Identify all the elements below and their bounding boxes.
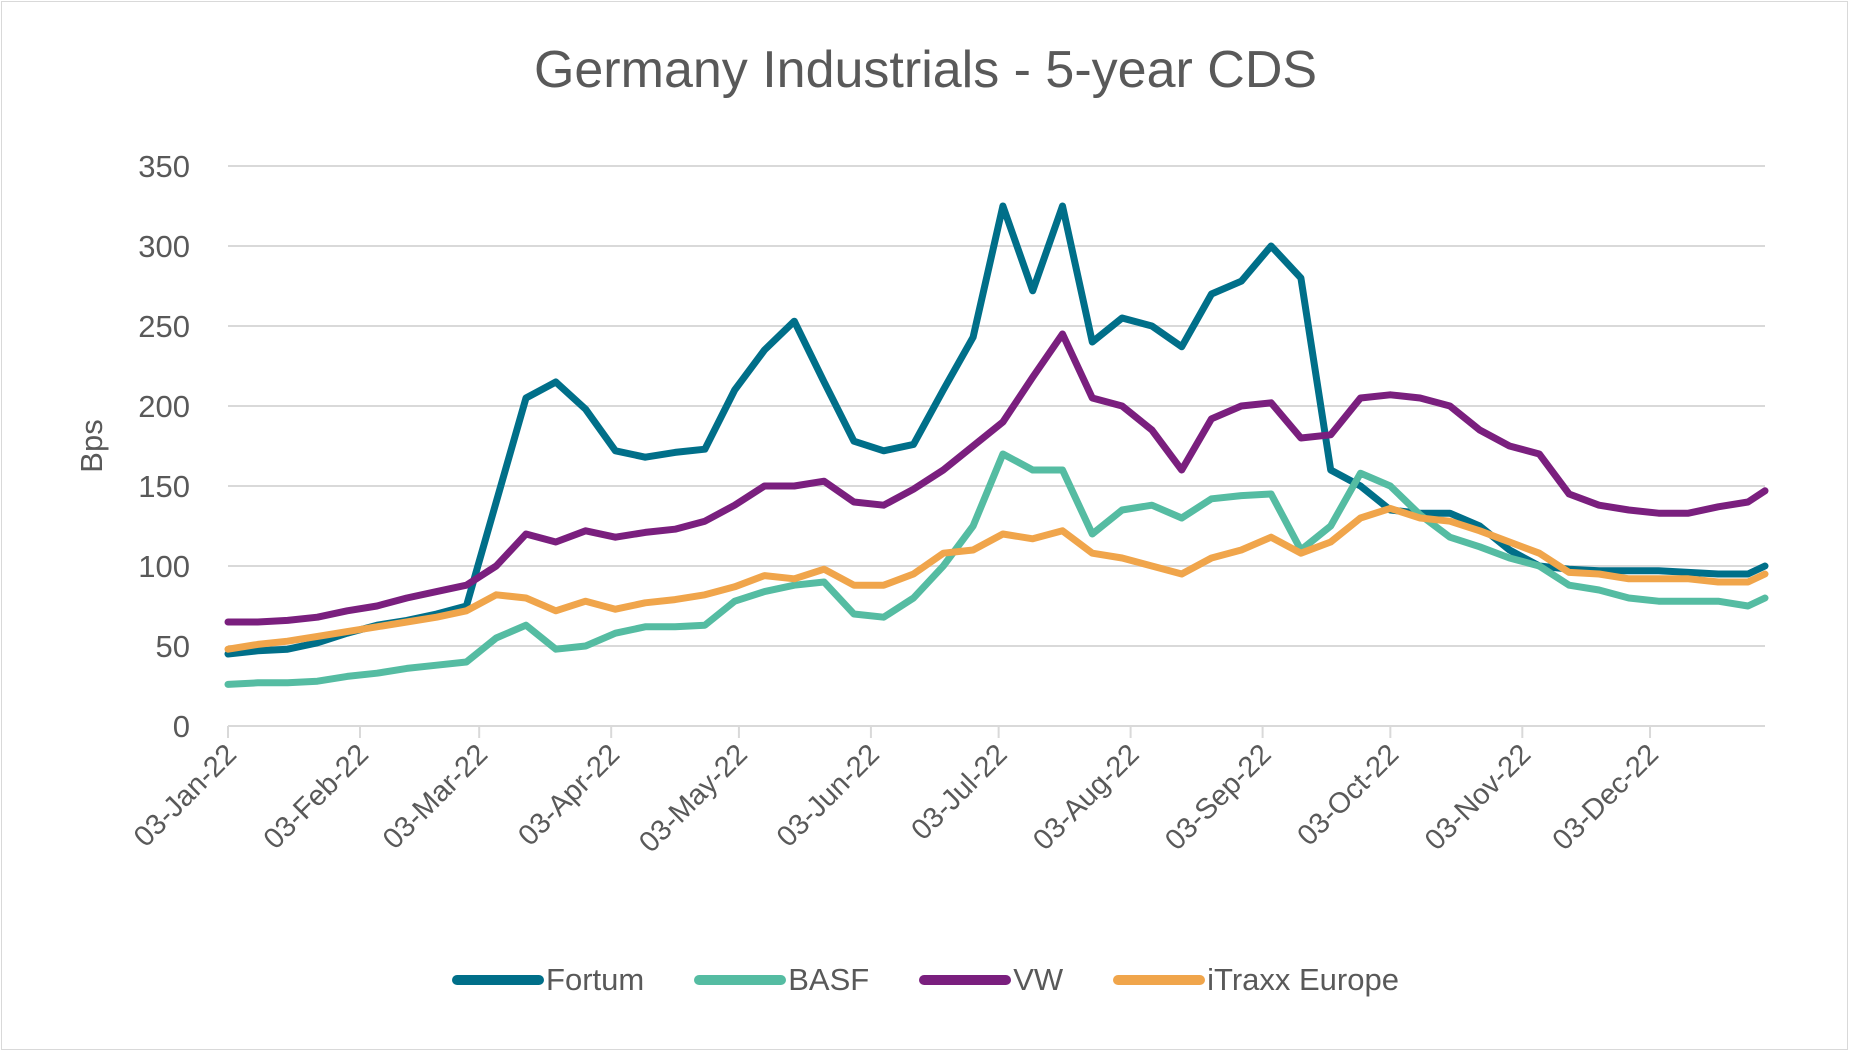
legend-item-basf: BASF	[694, 962, 869, 998]
y-tick-label: 250	[138, 309, 190, 344]
series-line-basf	[224, 450, 1769, 688]
legend-swatch	[452, 975, 545, 985]
y-tick-label: 0	[173, 709, 190, 744]
legend-item-fortum: Fortum	[452, 962, 644, 998]
x-tick-label: 03-Nov-22	[1419, 738, 1537, 856]
x-tick-label: 03-Oct-22	[1291, 738, 1405, 852]
y-tick-label: 100	[138, 549, 190, 584]
x-tick-label: 03-Jun-22	[771, 738, 886, 853]
x-tick-label: 03-Apr-22	[512, 738, 626, 852]
series-line-itraxx-europe	[224, 504, 1769, 653]
y-tick-label: 300	[138, 229, 190, 264]
series-line-fortum	[224, 202, 1769, 658]
legend-label: Fortum	[546, 962, 645, 997]
x-tick-label: 03-Jan-22	[128, 738, 243, 853]
legend-item-itraxx-europe: iTraxx Europe	[1113, 962, 1399, 998]
y-tick-label: 50	[156, 629, 190, 664]
legend-swatch	[919, 975, 1012, 985]
legend-label: iTraxx Europe	[1207, 962, 1399, 997]
legend-swatch	[694, 975, 787, 985]
y-axis-label: Bps	[74, 419, 109, 472]
y-tick-label: 150	[138, 469, 190, 504]
y-tick-labels: 0 50 100 150 200 250 300 350	[138, 149, 190, 744]
legend-swatch	[1113, 975, 1206, 985]
series-lines	[224, 202, 1769, 688]
x-tick-label: 03-Jul-22	[905, 738, 1013, 846]
x-tick-label: 03-May-22	[633, 738, 754, 859]
x-tick-labels: 03-Jan-22 03-Feb-22 03-Mar-22 03-Apr-22 03-M…	[128, 738, 1665, 859]
x-tick-label: 03-Sep-22	[1159, 738, 1277, 856]
x-tick-label: 03-Aug-22	[1027, 738, 1145, 856]
legend-label: BASF	[788, 962, 870, 997]
series-line-vw	[224, 330, 1769, 626]
x-tick-label: 03-Dec-22	[1547, 738, 1665, 856]
legend-label: VW	[1013, 962, 1064, 997]
x-axis	[227, 725, 1765, 738]
legend: Fortum BASF VW iTraxx Europe	[0, 962, 1851, 998]
legend-item-vw: VW	[919, 962, 1063, 998]
y-tick-label: 200	[138, 389, 190, 424]
x-tick-label: 03-Feb-22	[258, 738, 375, 855]
y-tick-label: 350	[138, 149, 190, 184]
x-tick-label: 03-Mar-22	[377, 738, 494, 855]
chart-title: Germany Industrials - 5-year CDS	[533, 41, 1318, 99]
